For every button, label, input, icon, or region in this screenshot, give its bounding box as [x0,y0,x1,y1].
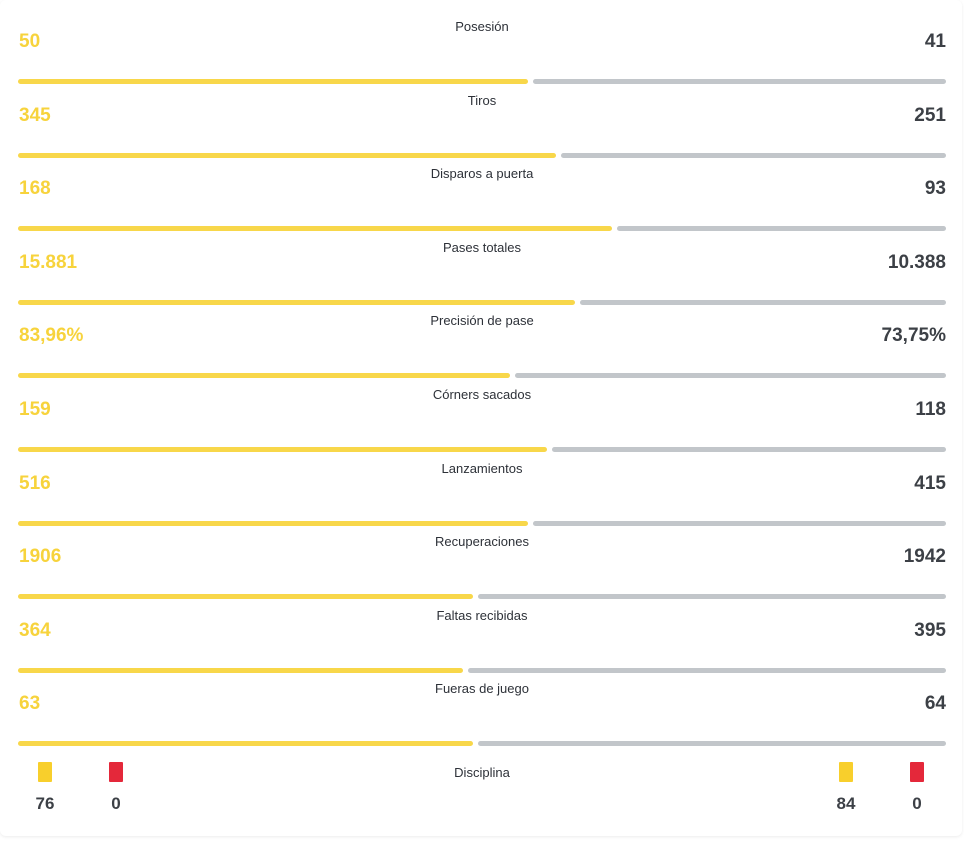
stat-label: Precisión de pase [430,313,534,329]
away-bar-fill [552,447,946,452]
stat-label: Lanzamientos [441,460,523,476]
comparison-bar [18,667,946,673]
stat-label: Recuperaciones [435,534,529,550]
comparison-bar [18,226,946,232]
red-card-icon [109,762,123,782]
away-value: 415 [914,472,946,494]
home-bar-fill [18,373,510,379]
comparison-bar [18,152,946,158]
home-value: 516 [19,472,51,494]
stat-label: Córners sacados [432,387,532,402]
comparison-bar [18,373,946,379]
home-bar-fill [18,299,575,305]
stat-label: Faltas recibidas [436,607,528,623]
away-bar-fill [533,520,946,526]
stat-row: 364 Faltas recibidas 395 [18,603,946,677]
comparison-bar [18,594,946,600]
stat-row: 1906 Recuperaciones 1942 [18,529,946,603]
away-bar-fill [561,152,946,158]
home-bar-fill [18,520,528,526]
home-value: 159 [19,399,51,420]
home-value: 50 [19,31,41,52]
away-bar-fill [478,741,946,747]
home-value: 1906 [19,546,62,568]
away-value: 118 [915,399,946,420]
stat-row: 50 Posesión 41 [18,14,946,88]
home-value: 15.881 [19,251,78,273]
away-value: 251 [914,104,946,126]
home-value: 83,96% [19,325,84,347]
away-bar-fill [468,667,946,673]
stat-row: 516 Lanzamientos 415 [18,456,946,530]
yellow-card-icon [38,762,52,782]
away-red-count: 0 [912,794,922,813]
home-value: 63 [19,693,41,715]
away-bar-fill [580,299,946,305]
away-bar-fill [478,594,946,600]
yellow-card-icon [839,762,853,782]
comparison-bar [18,447,946,452]
away-bar-fill [533,79,946,84]
comparison-bar [18,79,946,84]
stat-row: 83,96% Precisión de pase 73,75% [18,308,946,382]
home-bar-fill [18,447,547,452]
home-bar-fill [18,741,473,747]
away-yellow-count: 84 [836,794,856,813]
stat-row: 159 Córners sacados 118 [18,382,946,456]
stat-row: 168 Disparos a puerta 93 [18,161,946,235]
comparison-bar [18,299,946,305]
stat-label: Fueras de juego [435,681,529,697]
comparison-bar [18,520,946,526]
stat-label: Pases totales [442,239,522,255]
away-value: 395 [914,619,946,641]
home-bar-fill [18,667,463,673]
comparison-bar [18,741,946,747]
discipline-label: Disciplina [454,765,510,780]
stat-label: Disparos a puerta [430,166,534,182]
home-value: 168 [19,178,51,200]
red-card-icon [910,762,924,782]
home-value: 364 [19,619,51,641]
home-bar-fill [18,152,556,158]
home-value: 345 [19,104,51,126]
stat-row: 15.881 Pases totales 10.388 [18,235,946,309]
home-yellow-count: 76 [35,794,55,813]
home-bar-fill [18,594,473,600]
home-bar-fill [18,79,528,84]
stat-row: 345 Tiros 251 [18,88,946,162]
away-value: 64 [924,693,946,715]
away-value: 10.388 [887,251,946,273]
away-value: 1942 [903,546,946,568]
stat-label: Tiros [467,92,497,108]
away-bar-fill [515,373,946,379]
away-value: 93 [924,178,946,200]
away-value: 41 [924,31,946,52]
away-bar-fill [617,226,946,232]
home-red-count: 0 [111,794,121,813]
discipline-row: 76 0 Disciplina 84 0 [18,760,946,820]
away-value: 73,75% [881,325,946,347]
stat-row: 63 Fueras de juego 64 [18,676,946,750]
stat-label: Posesión [455,19,509,34]
home-bar-fill [18,226,612,232]
